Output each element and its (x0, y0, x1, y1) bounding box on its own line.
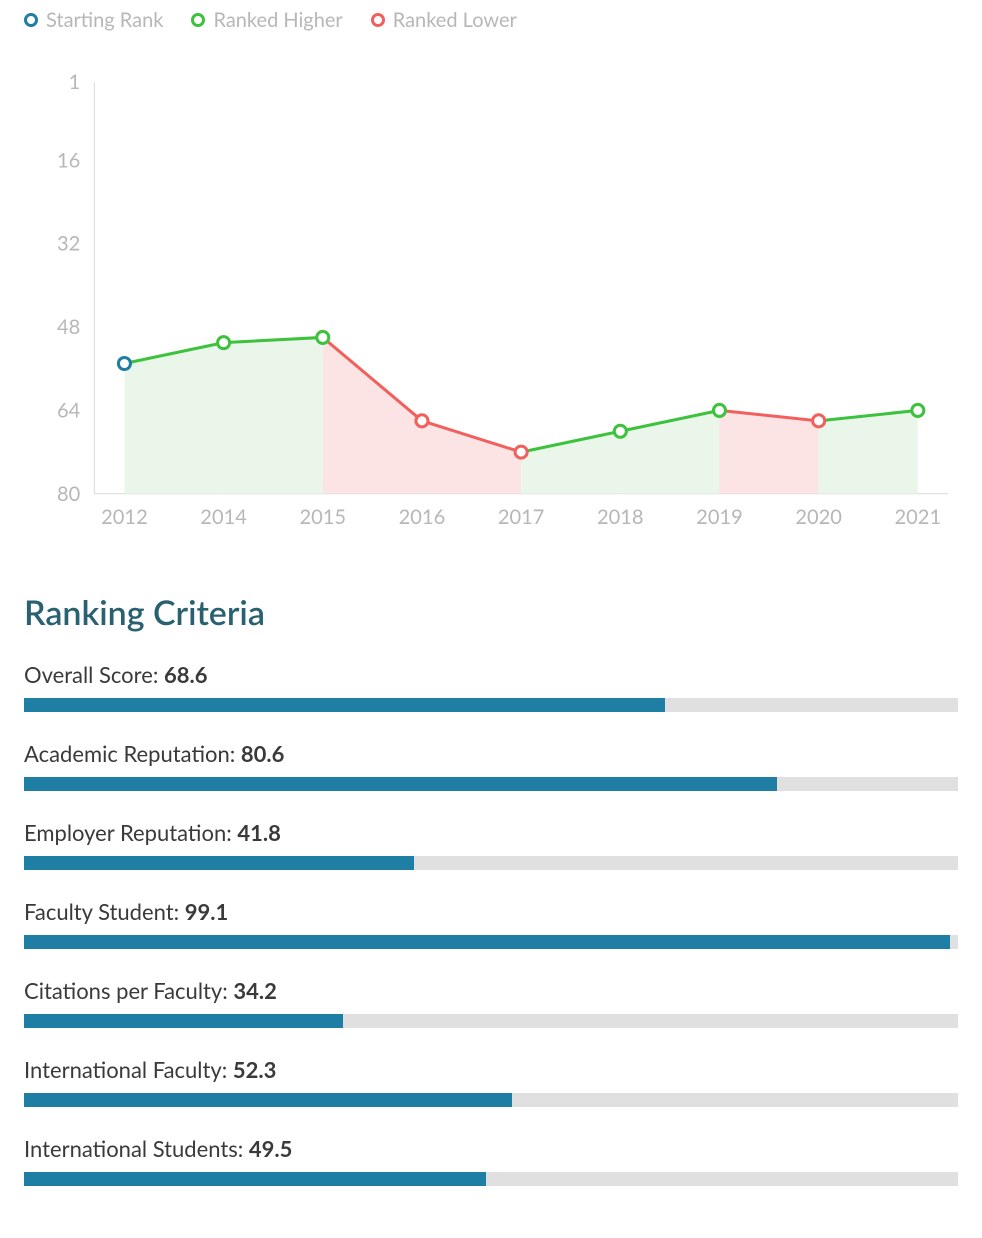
criterion-value: 99.1 (185, 898, 229, 925)
svg-text:2017: 2017 (498, 505, 545, 529)
criterion-bar-track (24, 935, 958, 949)
criterion-label: International Students: 49.5 (24, 1135, 958, 1162)
legend-label: Ranked Lower (393, 8, 517, 32)
criterion-label: Citations per Faculty: 34.2 (24, 977, 958, 1004)
chart-legend: Starting Rank Ranked Higher Ranked Lower (0, 0, 982, 32)
criterion-value: 41.8 (237, 819, 281, 846)
svg-text:1: 1 (69, 72, 81, 94)
criterion-value: 68.6 (164, 661, 208, 688)
criterion-bar-fill (24, 777, 777, 791)
criterion-name: Employer Reputation: (24, 819, 237, 846)
svg-text:2014: 2014 (200, 505, 247, 529)
criterion-name: Faculty Student: (24, 898, 185, 925)
legend-label: Ranked Higher (213, 8, 342, 32)
svg-text:32: 32 (57, 232, 80, 256)
svg-text:2021: 2021 (895, 505, 942, 529)
criterion-label: Employer Reputation: 41.8 (24, 819, 958, 846)
legend-label: Starting Rank (46, 8, 163, 32)
ranking-chart: 1 16 32 48 64 80 2012 2014 2015 2016 2017 2018 2019 2… (24, 72, 958, 544)
ranking-chart-svg: 1 16 32 48 64 80 2012 2014 2015 2016 2017 2018 2019 2… (24, 72, 958, 544)
criterion-bar-track (24, 1014, 958, 1028)
criterion-bar-fill (24, 1014, 343, 1028)
svg-text:2020: 2020 (795, 505, 842, 529)
svg-text:80: 80 (57, 482, 81, 506)
criterion-row: Employer Reputation: 41.8 (24, 819, 958, 870)
svg-text:2019: 2019 (696, 505, 743, 529)
criteria-title: Ranking Criteria (24, 592, 958, 633)
criterion-value: 34.2 (233, 977, 277, 1004)
criterion-row: Overall Score: 68.6 (24, 661, 958, 712)
criterion-row: Academic Reputation: 80.6 (24, 740, 958, 791)
legend-marker-icon (371, 13, 385, 27)
criterion-name: International Faculty: (24, 1056, 233, 1083)
criterion-name: Academic Reputation: (24, 740, 241, 767)
svg-text:2016: 2016 (399, 505, 446, 529)
legend-item: Ranked Lower (371, 8, 517, 32)
criterion-label: Overall Score: 68.6 (24, 661, 958, 688)
svg-text:64: 64 (57, 398, 81, 422)
criterion-value: 80.6 (241, 740, 285, 767)
criterion-bar-fill (24, 935, 950, 949)
criterion-bar-fill (24, 698, 665, 712)
criterion-bar-fill (24, 1093, 512, 1107)
criterion-bar-track (24, 1093, 958, 1107)
criterion-value: 49.5 (249, 1135, 293, 1162)
svg-text:2012: 2012 (101, 505, 148, 529)
criterion-label: Academic Reputation: 80.6 (24, 740, 958, 767)
criterion-value: 52.3 (233, 1056, 277, 1083)
legend-marker-icon (191, 13, 205, 27)
svg-text:2018: 2018 (597, 505, 644, 529)
criterion-row: Faculty Student: 99.1 (24, 898, 958, 949)
criterion-row: Citations per Faculty: 34.2 (24, 977, 958, 1028)
ranking-criteria-section: Ranking Criteria Overall Score: 68.6 Acad… (0, 544, 982, 1238)
criterion-name: Citations per Faculty: (24, 977, 233, 1004)
svg-text:16: 16 (57, 148, 80, 172)
criterion-name: International Students: (24, 1135, 249, 1162)
criterion-bar-track (24, 698, 958, 712)
criterion-bar-fill (24, 856, 414, 870)
criterion-bar-track (24, 777, 958, 791)
criterion-row: International Students: 49.5 (24, 1135, 958, 1186)
criterion-bar-track (24, 856, 958, 870)
svg-text:2015: 2015 (299, 505, 346, 529)
legend-marker-icon (24, 13, 38, 27)
criterion-row: International Faculty: 52.3 (24, 1056, 958, 1107)
legend-item: Starting Rank (24, 8, 163, 32)
criterion-label: International Faculty: 52.3 (24, 1056, 958, 1083)
criterion-bar-fill (24, 1172, 486, 1186)
legend-item: Ranked Higher (191, 8, 342, 32)
criterion-bar-track (24, 1172, 958, 1186)
criterion-name: Overall Score: (24, 661, 164, 688)
criterion-label: Faculty Student: 99.1 (24, 898, 958, 925)
svg-text:48: 48 (57, 315, 80, 339)
